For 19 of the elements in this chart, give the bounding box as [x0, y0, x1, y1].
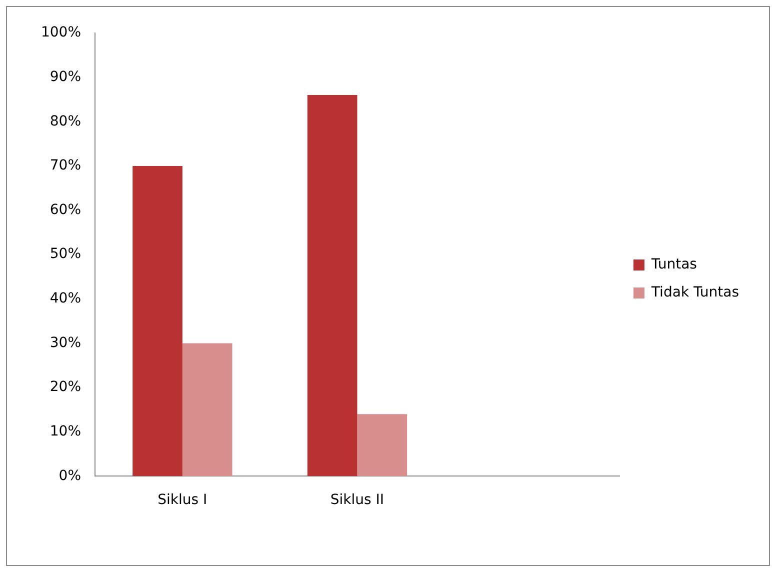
y-tick-label: 0% [58, 468, 82, 484]
legend-label: Tuntas [650, 256, 697, 273]
bar [307, 95, 358, 476]
y-tick-label: 80% [50, 113, 82, 130]
y-tick-label: 40% [50, 290, 82, 307]
y-tick-label: 50% [50, 246, 82, 262]
y-tick-label: 30% [50, 334, 82, 351]
y-tick-label: 90% [50, 68, 82, 85]
y-tick-label: 70% [50, 158, 82, 174]
bar [182, 343, 232, 476]
x-tick-label: Siklus I [158, 492, 208, 508]
y-tick-label: 10% [50, 424, 82, 440]
legend-label: Tidak Tuntas [650, 284, 740, 301]
y-tick-label: 100% [40, 24, 82, 41]
y-tick-label: 20% [50, 379, 82, 396]
bar [132, 166, 182, 476]
y-tick-label: 60% [50, 202, 82, 218]
bar [357, 414, 408, 476]
x-tick-label: Siklus II [330, 492, 384, 508]
